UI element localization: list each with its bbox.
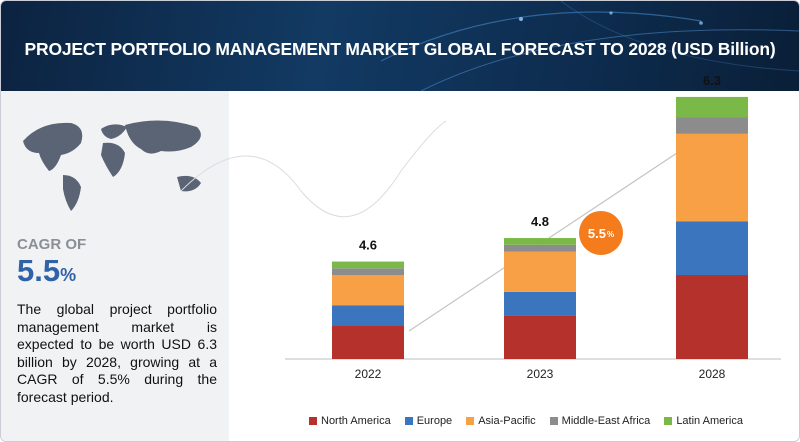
- cagr-bubble: 5.5%: [579, 211, 623, 255]
- legend-label: Europe: [416, 415, 453, 427]
- header-banner: PROJECT PORTFOLIO MANAGEMENT MARKET GLOB…: [1, 1, 799, 91]
- bar-segment-2022-asia-pacific: [332, 275, 404, 306]
- header-decoration: [380, 1, 799, 91]
- legend-swatch: [309, 417, 317, 425]
- x-tick-label-2022: 2022: [355, 367, 382, 381]
- cagr-unit: %: [60, 265, 77, 285]
- legend-swatch: [664, 417, 673, 425]
- bar-segment-2028-asia-pacific: [676, 133, 748, 222]
- bar-total-label-2023: 4.8: [531, 214, 549, 229]
- bar-segment-2022-north-america: [332, 325, 404, 359]
- cagr-number: 5.5: [17, 253, 61, 288]
- legend-item-latin-america: Latin America: [664, 415, 743, 427]
- legend-swatch: [404, 417, 413, 425]
- bar-total-label-2022: 4.6: [359, 238, 377, 253]
- legend-item-middle-east-africa: Middle-East Africa: [549, 415, 651, 427]
- legend-label: Latin America: [676, 415, 743, 427]
- bar-segment-2022-middle-east-africa: [332, 268, 404, 275]
- cagr-bubble-value: 5.5: [587, 225, 606, 241]
- summary-description: The global project portfolio management …: [17, 301, 217, 405]
- x-tick-label-2028: 2028: [699, 367, 726, 381]
- bar-segment-2028-north-america: [676, 275, 748, 359]
- bar-segment-2028-middle-east-africa: [676, 117, 748, 134]
- bar-segment-2022-europe: [332, 305, 404, 326]
- legend-swatch: [466, 417, 475, 425]
- x-tick-label-2023: 2023: [527, 367, 554, 381]
- cagr-label: CAGR OF: [17, 236, 87, 253]
- bar-segment-2023-asia-pacific: [504, 251, 576, 292]
- bar-total-label-2028: 6.3: [703, 73, 721, 88]
- legend-swatch: [549, 417, 558, 425]
- legend-label: North America: [321, 415, 391, 427]
- legend-item-europe: Europe: [404, 415, 453, 427]
- bar-segment-2023-north-america: [504, 315, 576, 359]
- bar-segment-2028-europe: [676, 221, 748, 275]
- cagr-bubble-unit: %: [606, 230, 615, 239]
- bar-segment-2023-latin-america: [504, 238, 576, 245]
- chart-legend: North America Europe Asia-Pacific Middle-Ea…: [309, 413, 757, 429]
- legend-label: Middle-East Africa: [561, 415, 651, 427]
- chart-title: PROJECT PORTFOLIO MANAGEMENT MARKET GLOB…: [24, 39, 776, 59]
- cagr-value: 5.5%: [17, 253, 76, 289]
- legend-item-asia-pacific: Asia-Pacific: [466, 415, 536, 427]
- bar-segment-2022-latin-america: [332, 261, 404, 269]
- bar-segment-2028-latin-america: [676, 96, 748, 118]
- legend-label: Asia-Pacific: [478, 415, 536, 427]
- decorative-curve: [180, 120, 447, 218]
- legend-item-north-america: North America: [309, 415, 391, 427]
- bar-segment-2023-middle-east-africa: [504, 244, 576, 252]
- bar-segment-2023-europe: [504, 291, 576, 316]
